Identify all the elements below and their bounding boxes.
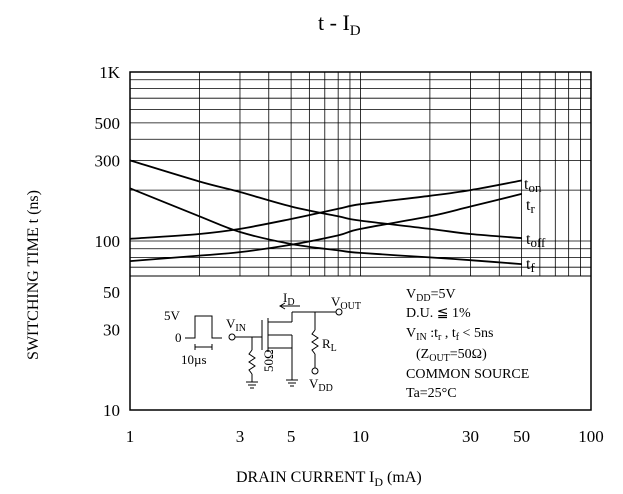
- series-line-ton: [129, 179, 522, 240]
- plot-frame: [129, 71, 592, 411]
- series-lines: [129, 159, 522, 265]
- res-label: 50Ω: [261, 349, 276, 372]
- cond-zout: (ZOUT=50Ω): [416, 347, 487, 364]
- vdd-label: VDD: [309, 376, 333, 394]
- series-line-tr: [129, 193, 522, 262]
- id-arrowhead: [279, 302, 286, 310]
- cond-source: COMMON SOURCE: [406, 367, 529, 382]
- x-tick-label: 100: [578, 427, 604, 446]
- pulse-zero-label: 0: [175, 330, 182, 345]
- series-label-toff: toff: [526, 231, 546, 250]
- cond-vdd: VDD=5V: [406, 287, 456, 304]
- x-axis-label: DRAIN CURRENT ID (mA): [236, 469, 422, 489]
- series-line-toff: [129, 159, 522, 239]
- y-tick-label: 1K: [99, 63, 121, 82]
- test-conditions: VDD=5V D.U. ≦ 1% VIN :tr , tf < 5ns (ZOU…: [406, 287, 529, 401]
- vdd-terminal: [311, 367, 319, 375]
- series-label-ton: ton: [524, 176, 542, 195]
- series-line-tf: [129, 187, 522, 265]
- cond-vin: VIN :tr , tf < 5ns: [406, 326, 493, 343]
- y-tick-label: 100: [95, 232, 121, 251]
- vout-terminal: [335, 308, 343, 316]
- pulse-width-label: 10µs: [181, 352, 207, 367]
- y-tick-label: 300: [95, 151, 121, 170]
- chart-title: t - ID: [318, 10, 361, 39]
- id-label: ID: [283, 290, 295, 308]
- x-tick-label: 30: [462, 427, 479, 446]
- y-tick-label: 500: [95, 114, 121, 133]
- pulse-waveform: [185, 315, 222, 339]
- x-tick-label: 10: [352, 427, 369, 446]
- y-tick-label: 30: [103, 320, 120, 339]
- inset-box: [129, 275, 592, 411]
- vin-label: VIN: [226, 316, 246, 334]
- x-tick-label: 1: [126, 427, 135, 446]
- chart-title-sub: D: [350, 23, 361, 39]
- series-label-tr: tr: [526, 197, 535, 216]
- x-tick-label: 50: [513, 427, 530, 446]
- cond-ta: Ta=25°C: [406, 386, 457, 401]
- rl-label: RL: [322, 336, 337, 354]
- res-50-zigzag: [248, 349, 256, 375]
- rl-zigzag: [311, 329, 319, 355]
- cond-du: D.U. ≦ 1%: [406, 306, 471, 321]
- y-tick-label: 50: [103, 283, 120, 302]
- vout-label: VOUT: [331, 294, 361, 312]
- y-tick-label: 10: [103, 401, 120, 420]
- y-axis-label: SWITCHING TIME t (ns): [25, 190, 42, 360]
- circuit-labels: 5V 0 10µs VIN 50Ω ID VOUT RL VDD: [164, 290, 361, 394]
- tick-labels: 1K 500 300 100 50 30 10 1 3 5 10 30 50 100: [95, 63, 604, 446]
- x-tick-label: 3: [236, 427, 245, 446]
- pulse-amp-label: 5V: [164, 308, 181, 323]
- series-labels: ton tr toff tf: [524, 176, 546, 275]
- test-circuit: [185, 302, 343, 389]
- series-label-tf: tf: [526, 256, 535, 275]
- x-tick-label: 5: [287, 427, 296, 446]
